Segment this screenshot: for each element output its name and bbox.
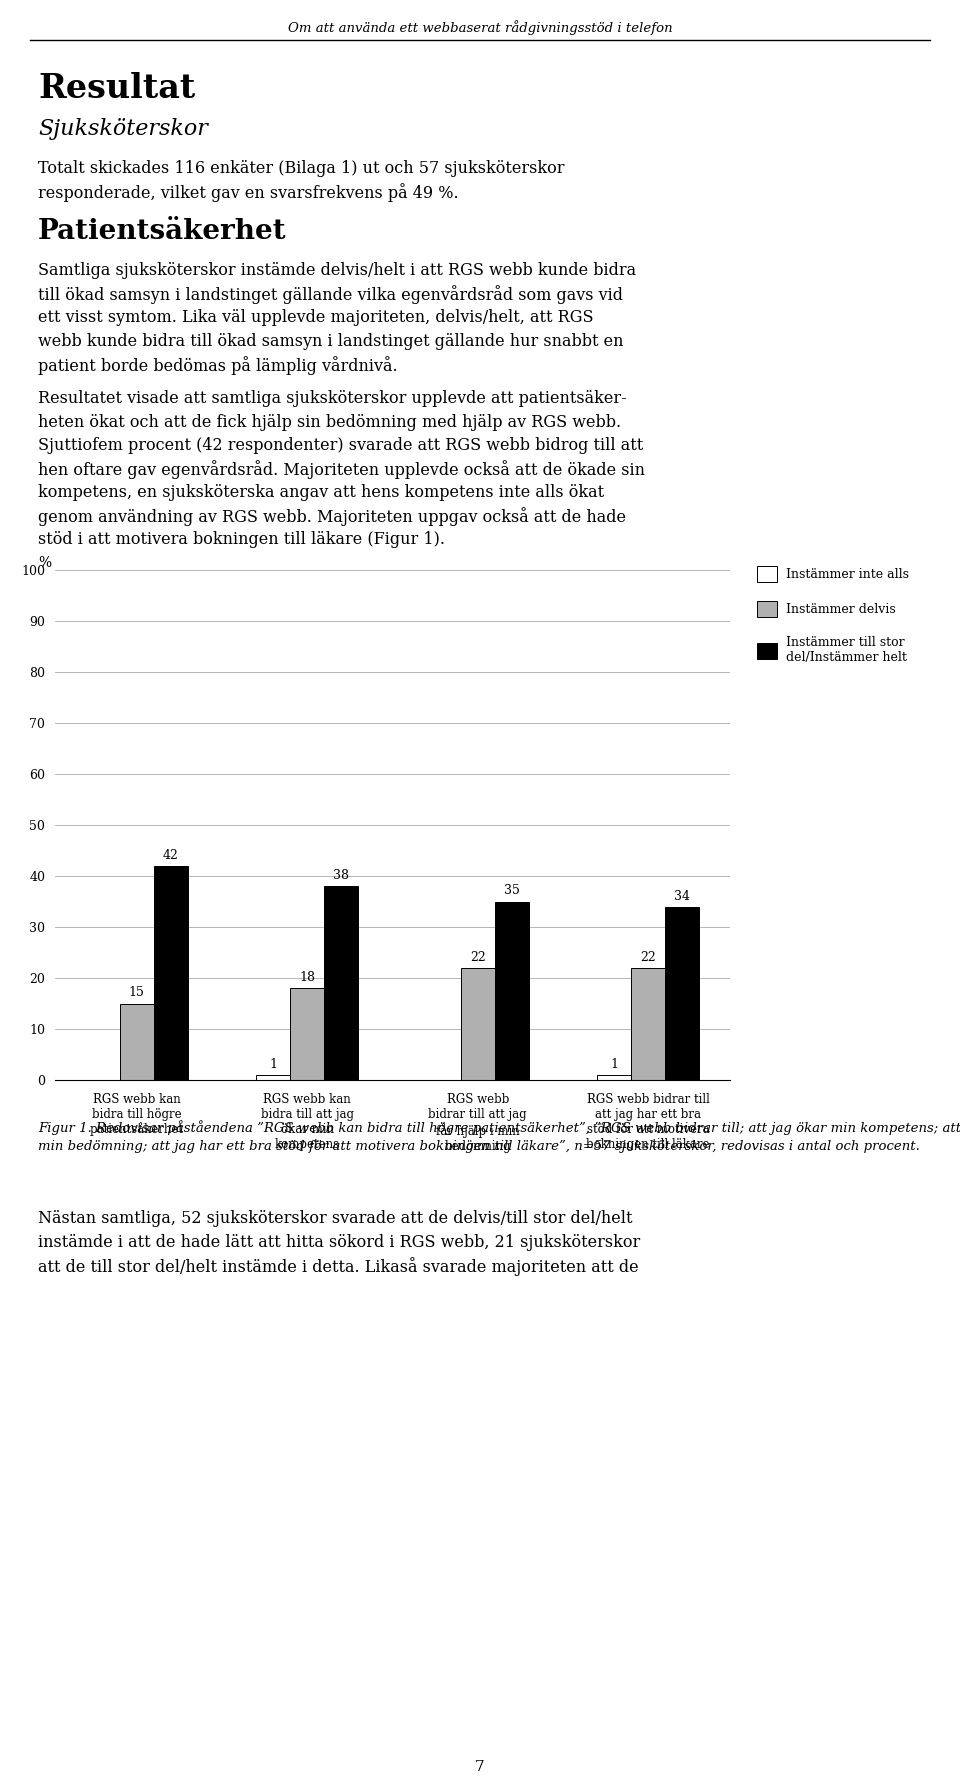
Bar [665,907,699,1080]
Text: 22: 22 [469,951,486,964]
Text: webb kunde bidra till ökad samsyn i landstinget gällande hur snabbt en: webb kunde bidra till ökad samsyn i land… [38,332,623,350]
Bar [154,866,188,1080]
Text: kompetens, en sjuksköterska angav att hens kompetens inte alls ökat: kompetens, en sjuksköterska angav att he… [38,484,604,502]
Text: min bedömning; att jag har ett bra stöd för att motivera bokningen till läkare”,: min bedömning; att jag har ett bra stöd … [38,1141,920,1153]
Text: Patientsäkerhet: Patientsäkerhet [38,218,287,245]
Text: Sjuttiofem procent (42 respondenter) svarade att RGS webb bidrog till att: Sjuttiofem procent (42 respondenter) sva… [38,437,643,453]
Text: heten ökat och att de fick hjälp sin bedömning med hjälp av RGS webb.: heten ökat och att de fick hjälp sin bed… [38,414,621,430]
Text: stöd i att motivera bokningen till läkare (Figur 1).: stöd i att motivera bokningen till läkar… [38,530,445,548]
Legend: Instämmer inte alls, Instämmer delvis, Instämmer till stor
del/Instämmer helt: Instämmer inte alls, Instämmer delvis, I… [756,566,909,664]
Text: 34: 34 [674,889,690,903]
Text: Samtliga sjuksköterskor instämde delvis/helt i att RGS webb kunde bidra: Samtliga sjuksköterskor instämde delvis/… [38,262,636,278]
Text: patient borde bedömas på lämplig vårdnivå.: patient borde bedömas på lämplig vårdniv… [38,355,397,375]
Text: Om att använda ett webbaserat rådgivningsstöd i telefon: Om att använda ett webbaserat rådgivning… [288,20,672,36]
Text: 42: 42 [163,848,179,862]
Bar [256,1075,290,1080]
Text: 22: 22 [640,951,656,964]
Text: Resultat: Resultat [38,71,195,105]
Text: Sjuksköterskor: Sjuksköterskor [38,118,208,139]
Text: 18: 18 [300,971,315,984]
Bar [631,967,665,1080]
Text: 15: 15 [129,987,145,1000]
Text: 35: 35 [504,884,519,898]
Bar [461,967,494,1080]
Text: hen oftare gav egenvårdsråd. Majoriteten upplevde också att de ökade sin: hen oftare gav egenvårdsråd. Majoriteten… [38,461,645,480]
Text: Resultatet visade att samtliga sjuksköterskor upplevde att patientsäker-: Resultatet visade att samtliga sjuksköte… [38,389,627,407]
Text: till ökad samsyn i landstinget gällande vilka egenvårdsråd som gavs vid: till ökad samsyn i landstinget gällande … [38,286,623,305]
Text: 38: 38 [333,869,349,882]
Text: 1: 1 [269,1059,277,1071]
Text: Nästan samtliga, 52 sjuksköterskor svarade att de delvis/till stor del/helt: Nästan samtliga, 52 sjuksköterskor svara… [38,1210,633,1226]
Text: instämde i att de hade lätt att hitta sökord i RGS webb, 21 sjuksköterskor: instämde i att de hade lätt att hitta sö… [38,1233,640,1251]
Bar [290,989,324,1080]
Text: 7: 7 [475,1760,485,1774]
Text: 1: 1 [611,1059,618,1071]
Text: responderade, vilket gav en svarsfrekvens på 49 %.: responderade, vilket gav en svarsfrekven… [38,184,459,202]
Text: genom användning av RGS webb. Majoriteten uppgav också att de hade: genom användning av RGS webb. Majoritete… [38,507,626,527]
Text: att de till stor del/helt instämde i detta. Likaså svarade majoriteten att de: att de till stor del/helt instämde i det… [38,1257,638,1276]
Bar [597,1075,631,1080]
Bar [494,901,529,1080]
Text: ett visst symtom. Lika väl upplevde majoriteten, delvis/helt, att RGS: ett visst symtom. Lika väl upplevde majo… [38,309,593,327]
Text: %: % [38,555,51,569]
Bar [120,1003,154,1080]
Bar [324,885,358,1080]
Text: Figur 1. Redovisar påståendena ”RGS webb kan bidra till högre patientsäkerhet”, : Figur 1. Redovisar påståendena ”RGS webb… [38,1119,960,1135]
Text: Totalt skickades 116 enkäter (Bilaga 1) ut och 57 sjuksköterskor: Totalt skickades 116 enkäter (Bilaga 1) … [38,161,564,177]
